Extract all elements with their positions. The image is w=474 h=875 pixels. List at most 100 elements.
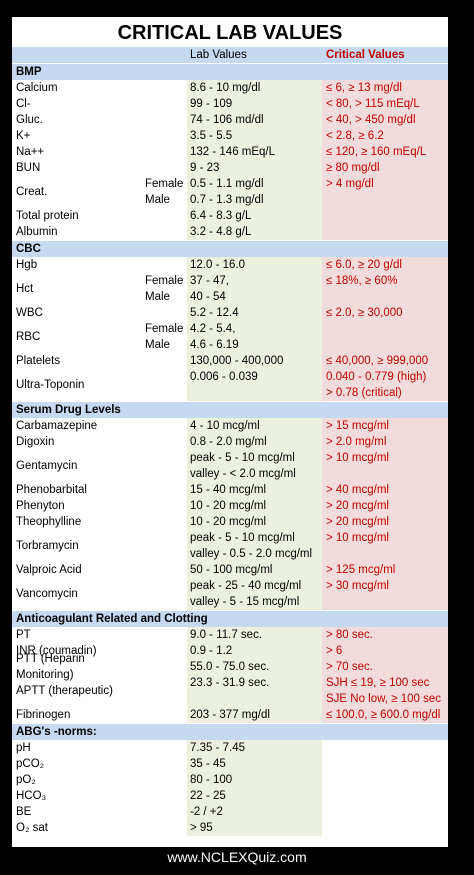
lab-value-cell: 99 - 109 xyxy=(187,96,322,112)
test-name: BE xyxy=(16,806,32,818)
table-row: Digoxin 0.8 - 2.0 mg/ml > 2.0 mg/ml xyxy=(12,434,448,450)
test-name: Creat. xyxy=(16,186,48,198)
test-name-cell: Cl- xyxy=(12,96,145,112)
lab-value-cell: 7.35 - 7.45 xyxy=(187,740,322,756)
test-name-cell: RBC xyxy=(12,321,145,353)
critical-value-cell: > 10 mcg/ml xyxy=(322,450,448,482)
lab-value-cell: peak - 5 - 10 mcg/ml valley - < 2.0 mcg/m… xyxy=(187,450,322,482)
table-row: PT 9.0 - 11.7 sec. > 80 sec. xyxy=(12,627,448,643)
critical-value-cell xyxy=(322,224,448,240)
test-name-cell: APTT (therapeutic) xyxy=(12,675,145,707)
critical-value: ≤ 6.0, ≥ 20 g/dl xyxy=(326,259,402,271)
table-row: pO₂ 80 - 100 xyxy=(12,772,448,788)
test-name: HCO₃ xyxy=(16,790,47,802)
sex-cell xyxy=(145,160,187,176)
table-row: pCO₂ 35 - 45 xyxy=(12,756,448,772)
table-row: Cl- 99 - 109 < 80, > 115 mEq/L xyxy=(12,96,448,112)
test-name: Digoxin xyxy=(16,436,55,448)
sex-cell xyxy=(145,96,187,112)
table-row: Fibrinogen 203 - 377 mg/dl ≤ 100.0, ≥ 600.… xyxy=(12,707,448,723)
critical-value: < 2.8, ≥ 6.2 xyxy=(326,130,384,142)
critical-value: > 80 sec. xyxy=(326,629,373,641)
section-title: Anticoagulant Related and Clotting xyxy=(12,610,448,627)
test-name-cell: Creat. xyxy=(12,176,145,208)
section-title: CBC xyxy=(12,240,448,257)
critical-value-cell: > 30 mcg/ml xyxy=(322,578,448,610)
sex-cell xyxy=(145,659,187,675)
lab-value-cell: 3.5 - 5.5 xyxy=(187,128,322,144)
test-name: pO₂ xyxy=(16,774,36,786)
sex-cell xyxy=(145,418,187,434)
critical-value: ≤ 40,000, ≥ 999,000 xyxy=(326,355,429,367)
lab-value: 8.6 - 10 mg/dl xyxy=(190,82,261,94)
sex-cell xyxy=(145,144,187,160)
sex-cell: Female Male xyxy=(145,273,187,305)
table-row: PTT (Heparin Monitoring) 55.0 - 75.0 sec.… xyxy=(12,653,448,681)
critical-value-cell: > 6 xyxy=(322,643,448,659)
critical-value-cell: < 2.8, ≥ 6.2 xyxy=(322,128,448,144)
test-name-cell: Gluc. xyxy=(12,112,145,128)
sex-cell xyxy=(145,208,187,224)
test-name-cell: Albumin xyxy=(12,224,145,240)
lab-value: 3.5 - 5.5 xyxy=(190,130,233,142)
test-name: Carbamazepine xyxy=(16,420,98,432)
lab-value: 0.9 - 1.2 xyxy=(190,645,233,657)
sex-cell xyxy=(145,772,187,788)
sex-label: Female xyxy=(145,178,184,190)
lab-value-cell: 10 - 20 mcg/ml xyxy=(187,514,322,530)
test-name-cell: Total protein xyxy=(12,208,145,224)
section-title: BMP xyxy=(12,63,448,80)
sex-cell xyxy=(145,128,187,144)
test-name: Valproic Acid xyxy=(16,564,82,576)
test-name: Phenobarbital xyxy=(16,484,87,496)
test-name-cell: Torbramycin xyxy=(12,530,145,562)
critical-value: > 20 mcg/ml xyxy=(326,500,389,512)
table-row: Vancomycin peak - 25 - 40 mcg/ml valley - … xyxy=(12,578,448,610)
test-name: Torbramycin xyxy=(16,540,79,552)
test-name: Calcium xyxy=(16,82,58,94)
section-title: Serum Drug Levels xyxy=(12,401,448,418)
critical-value-cell: > 20 mcg/ml xyxy=(322,498,448,514)
lab-sheet: CRITICAL LAB VALUES Lab Values Critical … xyxy=(12,17,448,847)
sex-cell xyxy=(145,756,187,772)
sex-cell xyxy=(145,80,187,96)
test-name: Ultra-Toponin xyxy=(16,379,85,391)
lab-value-cell: 0.5 - 1.1 mg/dl 0.7 - 1.3 mg/dl xyxy=(187,176,322,208)
critical-value: ≤ 18%, ≥ 60% xyxy=(326,275,398,287)
lab-value: 0.006 - 0.039 xyxy=(190,371,258,383)
column-label: Critical Values xyxy=(322,47,448,63)
critical-value-cell: ≤ 40,000, ≥ 999,000 xyxy=(322,353,448,369)
lab-value-cell: 0.9 - 1.2 xyxy=(187,643,322,659)
lab-value: 7.35 - 7.45 xyxy=(190,742,245,754)
test-name: Vancomycin xyxy=(16,588,78,600)
test-name-cell: Gentamycin xyxy=(12,450,145,482)
test-name: Gentamycin xyxy=(16,460,78,472)
test-name: INR (coumadin) xyxy=(16,645,97,657)
test-name-cell: Carbamazepine xyxy=(12,418,145,434)
critical-value-cell: ≤ 18%, ≥ 60% xyxy=(322,273,448,305)
lab-value-cell: 0.8 - 2.0 mg/ml xyxy=(187,434,322,450)
test-name: Na++ xyxy=(16,146,45,158)
lab-value-cell: 37 - 47, 40 - 54 xyxy=(187,273,322,305)
footer: www.NCLEXQuiz.com xyxy=(167,849,307,865)
test-name: Platelets xyxy=(16,355,61,367)
test-name-cell: Hgb xyxy=(12,257,145,273)
critical-value-cell: < 80, > 115 mEq/L xyxy=(322,96,448,112)
table-row: BE -2 / +2 xyxy=(12,804,448,820)
test-name-cell: Phenobarbital xyxy=(12,482,145,498)
sex-cell xyxy=(145,675,187,707)
lab-value-cell: 22 - 25 xyxy=(187,788,322,804)
table-row: WBC 5.2 - 12.4 ≤ 2.0, ≥ 30,000 xyxy=(12,305,448,321)
critical-value: > 4 mg/dl xyxy=(326,178,374,190)
critical-value-cell: > 15 mcg/ml xyxy=(322,418,448,434)
critical-value: > 10 mcg/ml xyxy=(326,452,389,464)
sex-cell xyxy=(145,224,187,240)
lab-value-cell: 55.0 - 75.0 sec. xyxy=(187,659,322,675)
critical-value-cell xyxy=(322,788,448,804)
test-name-cell: Phenyton xyxy=(12,498,145,514)
critical-value: ≤ 6, ≥ 13 mg/dl xyxy=(326,82,402,94)
critical-value-cell: ≤ 100.0, ≥ 600.0 mg/dl xyxy=(322,707,448,723)
lab-value: 3.2 - 4.8 g/L xyxy=(190,226,252,238)
critical-value-cell xyxy=(322,772,448,788)
lab-value: 9.0 - 11.7 sec. xyxy=(190,629,263,641)
